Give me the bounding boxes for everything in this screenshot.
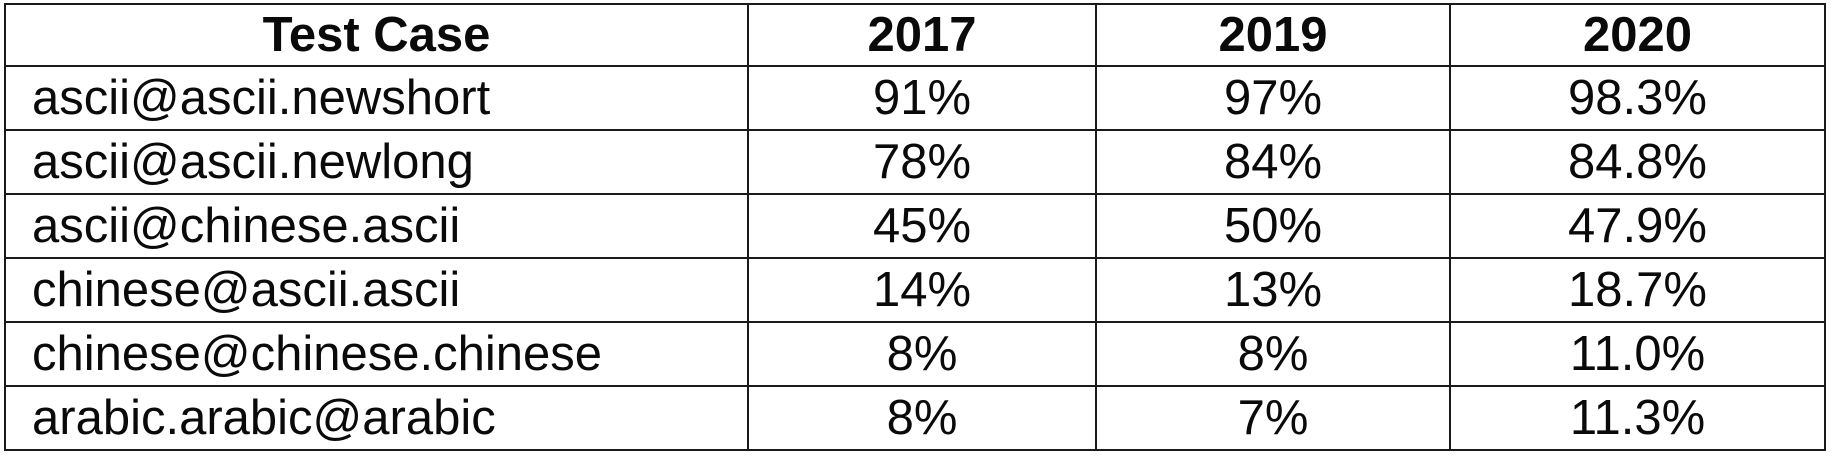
test-case-cell: chinese@chinese.chinese (4, 321, 749, 387)
table-row: chinese@ascii.ascii 14% 13% 18.7% (4, 257, 1826, 323)
test-case-cell: arabic.arabic@arabic (4, 385, 749, 451)
value-2017-cell: 78% (747, 129, 1097, 195)
table-row: ascii@ascii.newshort 91% 97% 98.3% (4, 65, 1826, 131)
table-row: ascii@chinese.ascii 45% 50% 47.9% (4, 193, 1826, 259)
test-case-cell: ascii@ascii.newlong (4, 129, 749, 195)
value-2019-cell: 7% (1095, 385, 1451, 451)
value-2020-cell: 18.7% (1449, 257, 1826, 323)
value-2020-cell: 11.0% (1449, 321, 1826, 387)
results-table-container: Test Case 2017 2019 2020 ascii@ascii.new… (4, 3, 1826, 451)
value-2019-cell: 8% (1095, 321, 1451, 387)
results-table: Test Case 2017 2019 2020 ascii@ascii.new… (4, 3, 1826, 451)
table-row: chinese@chinese.chinese 8% 8% 11.0% (4, 321, 1826, 387)
test-case-cell: ascii@chinese.ascii (4, 193, 749, 259)
header-test-case: Test Case (4, 3, 749, 67)
test-case-cell: ascii@ascii.newshort (4, 65, 749, 131)
value-2019-cell: 97% (1095, 65, 1451, 131)
value-2020-cell: 98.3% (1449, 65, 1826, 131)
header-2020: 2020 (1449, 3, 1826, 67)
value-2020-cell: 47.9% (1449, 193, 1826, 259)
value-2017-cell: 8% (747, 385, 1097, 451)
value-2017-cell: 91% (747, 65, 1097, 131)
value-2017-cell: 14% (747, 257, 1097, 323)
value-2017-cell: 8% (747, 321, 1097, 387)
value-2019-cell: 50% (1095, 193, 1451, 259)
value-2019-cell: 13% (1095, 257, 1451, 323)
table-row: arabic.arabic@arabic 8% 7% 11.3% (4, 385, 1826, 451)
table-header-row: Test Case 2017 2019 2020 (4, 3, 1826, 67)
test-case-cell: chinese@ascii.ascii (4, 257, 749, 323)
value-2017-cell: 45% (747, 193, 1097, 259)
value-2020-cell: 84.8% (1449, 129, 1826, 195)
table-row: ascii@ascii.newlong 78% 84% 84.8% (4, 129, 1826, 195)
header-2017: 2017 (747, 3, 1097, 67)
value-2019-cell: 84% (1095, 129, 1451, 195)
header-2019: 2019 (1095, 3, 1451, 67)
value-2020-cell: 11.3% (1449, 385, 1826, 451)
